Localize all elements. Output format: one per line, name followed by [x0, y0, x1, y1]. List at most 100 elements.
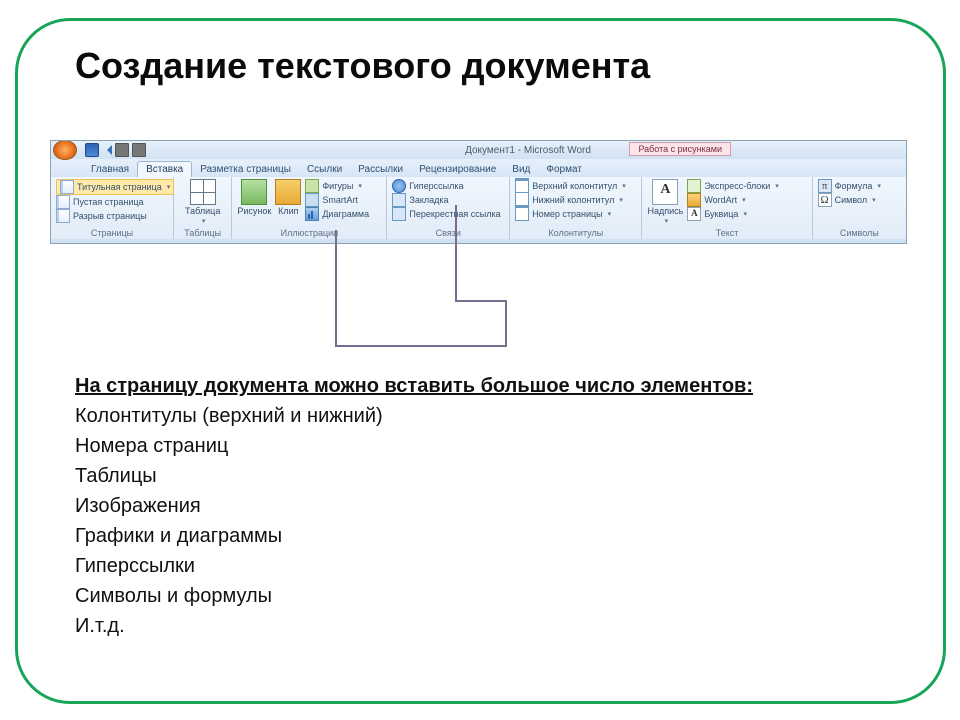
label: Надпись: [647, 206, 683, 216]
dropcap-icon: A: [687, 207, 701, 221]
group-pages: Титульная страница ▾ Пустая страница Разр…: [51, 177, 174, 239]
group-symbols: πФормула▾ ΩСимвол▾ Символы: [813, 177, 906, 239]
equation-button[interactable]: πФормула▾: [818, 179, 881, 193]
tab-mailings[interactable]: Рассылки: [350, 162, 411, 177]
quickparts-button[interactable]: Экспресс-блоки ▾: [687, 179, 778, 193]
hyperlink-icon: [392, 179, 406, 193]
group-headerfooter: Верхний колонтитул▾ Нижний колонтитул▾ Н…: [510, 177, 642, 239]
label: Закладка: [409, 195, 448, 205]
group-label: Страницы: [56, 227, 168, 238]
tab-view[interactable]: Вид: [504, 162, 538, 177]
chevron-down-icon: ▾: [665, 217, 669, 225]
crossref-button[interactable]: Перекрестная ссылка: [392, 207, 500, 221]
label: Рисунок: [237, 206, 271, 216]
list-item: Графики и диаграммы: [75, 522, 753, 550]
label: Буквица: [704, 209, 738, 219]
chevron-down-icon: ▾: [775, 182, 779, 190]
chart-button[interactable]: Диаграмма: [305, 207, 369, 221]
chevron-down-icon: ▾: [742, 196, 746, 204]
clip-icon: [275, 179, 301, 205]
bookmark-icon: [392, 193, 406, 207]
label: Формула: [835, 181, 873, 191]
label: Пустая страница: [73, 197, 144, 207]
shapes-button[interactable]: Фигуры▾: [305, 179, 369, 193]
callout-line: [505, 300, 507, 347]
group-illustrations: Рисунок Клип Фигуры▾ SmartArt Диаграмма …: [232, 177, 387, 239]
slide-title: Создание текстового документа: [75, 45, 650, 87]
tab-references[interactable]: Ссылки: [299, 162, 350, 177]
chevron-down-icon: ▾: [608, 210, 612, 218]
list-item: Изображения: [75, 492, 753, 520]
bookmark-button[interactable]: Закладка: [392, 193, 500, 207]
undo-icon[interactable]: [102, 145, 112, 155]
list-item: И.т.д.: [75, 612, 753, 640]
pagenumber-button[interactable]: Номер страницы▾: [515, 207, 626, 221]
clip-button[interactable]: Клип: [275, 179, 301, 216]
document-title: Документ1 - Microsoft Word: [150, 145, 906, 156]
chevron-down-icon: ▾: [877, 182, 881, 190]
label: Символ: [835, 195, 867, 205]
label: SmartArt: [322, 195, 358, 205]
callout-line: [455, 300, 507, 302]
blank-page-icon: [56, 195, 70, 209]
tab-review[interactable]: Рецензирование: [411, 162, 504, 177]
chevron-down-icon: ▾: [619, 196, 623, 204]
chevron-down-icon: ▾: [622, 182, 626, 190]
footer-icon: [515, 192, 529, 208]
footer-button[interactable]: Нижний колонтитул ▾: [515, 193, 626, 207]
chart-icon: [305, 207, 319, 221]
picture-button[interactable]: Рисунок: [237, 179, 271, 216]
label: WordArt: [704, 195, 737, 205]
list-item: Номера страниц: [75, 432, 753, 460]
label: Экспресс-блоки: [704, 181, 770, 191]
qat-icon[interactable]: [132, 143, 146, 157]
tab-layout[interactable]: Разметка страницы: [192, 162, 299, 177]
body-text: На страницу документа можно вставить бол…: [75, 370, 753, 642]
table-button[interactable]: Таблица▾: [185, 179, 220, 225]
word-screenshot: Документ1 - Microsoft Word Работа с рису…: [50, 140, 907, 244]
smartart-icon: [305, 193, 319, 207]
label: Разрыв страницы: [73, 211, 147, 221]
quickparts-icon: [687, 179, 701, 193]
label: Гиперссылка: [409, 181, 463, 191]
group-label: Связи: [392, 227, 504, 238]
lead-line: На страницу документа можно вставить бол…: [75, 372, 753, 400]
blank-page-button[interactable]: Пустая страница: [56, 195, 174, 209]
smartart-button[interactable]: SmartArt: [305, 193, 369, 207]
picture-icon: [241, 179, 267, 205]
group-label: Символы: [818, 227, 901, 238]
chevron-down-icon: ▾: [167, 183, 171, 191]
quick-access-toolbar: [81, 143, 150, 157]
group-label: Иллюстрации: [237, 227, 381, 238]
wordart-button[interactable]: WordArt ▾: [687, 193, 778, 207]
context-tab[interactable]: Работа с рисунками: [629, 142, 731, 156]
dropcap-button[interactable]: AБуквица▾: [687, 207, 778, 221]
label: Титульная страница: [77, 182, 162, 192]
save-icon[interactable]: [85, 143, 99, 157]
group-tables: Таблица▾ Таблицы: [174, 177, 232, 239]
label: Таблица: [185, 206, 220, 216]
tab-insert[interactable]: Вставка: [137, 161, 192, 177]
page-break-icon: [56, 209, 70, 223]
tab-home[interactable]: Главная: [83, 162, 137, 177]
textbox-icon: A: [652, 179, 678, 205]
symbol-button[interactable]: ΩСимвол▾: [818, 193, 881, 207]
label: Верхний колонтитул: [532, 181, 617, 191]
callout-line: [335, 230, 337, 347]
page-break-button[interactable]: Разрыв страницы: [56, 209, 174, 223]
list-item: Таблицы: [75, 462, 753, 490]
titlebar: Документ1 - Microsoft Word Работа с рису…: [51, 141, 906, 159]
header-button[interactable]: Верхний колонтитул ▾: [515, 179, 626, 193]
callout-line: [335, 345, 507, 347]
label: Нижний колонтитул: [532, 195, 614, 205]
textbox-button[interactable]: AНадпись▾: [647, 179, 683, 225]
group-label: Текст: [647, 227, 806, 238]
print-icon[interactable]: [115, 143, 129, 157]
group-label: Таблицы: [179, 227, 226, 238]
hyperlink-button[interactable]: Гиперссылка: [392, 179, 500, 193]
ribbon-tabs: Главная Вставка Разметка страницы Ссылки…: [51, 159, 906, 177]
chevron-down-icon: ▾: [202, 217, 206, 225]
cover-page-button[interactable]: Титульная страница ▾: [56, 179, 174, 195]
tab-format[interactable]: Формат: [538, 162, 590, 177]
office-button[interactable]: [53, 140, 77, 160]
